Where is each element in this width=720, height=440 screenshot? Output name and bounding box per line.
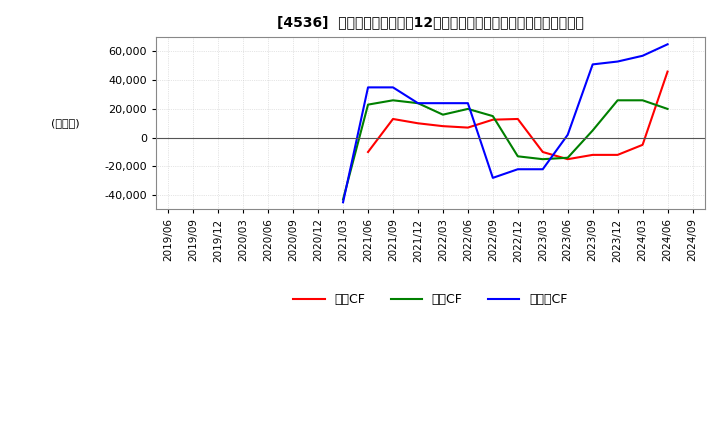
- 営業CF: [563, 157, 572, 162]
- フリーCF: [539, 167, 547, 172]
- 投資CF: [563, 155, 572, 161]
- フリーCF: [563, 132, 572, 137]
- 投資CF: [513, 154, 522, 159]
- フリーCF: [338, 200, 347, 205]
- 営業CF: [464, 125, 472, 130]
- フリーCF: [438, 100, 447, 106]
- 営業CF: [438, 124, 447, 129]
- 営業CF: [539, 149, 547, 154]
- フリーCF: [588, 62, 597, 67]
- フリーCF: [613, 59, 622, 64]
- 投資CF: [588, 128, 597, 133]
- フリーCF: [464, 100, 472, 106]
- 投資CF: [539, 157, 547, 162]
- 営業CF: [638, 142, 647, 147]
- Title: [4536]  キャッシュフローの12か月移動合計の対前年同期増減額の推移: [4536] キャッシュフローの12か月移動合計の対前年同期増減額の推移: [277, 15, 584, 29]
- フリーCF: [513, 167, 522, 172]
- フリーCF: [488, 175, 497, 180]
- 営業CF: [389, 116, 397, 121]
- 投資CF: [638, 98, 647, 103]
- 投資CF: [663, 106, 672, 112]
- 投資CF: [613, 98, 622, 103]
- 投資CF: [413, 100, 422, 106]
- Line: 投資CF: 投資CF: [343, 100, 667, 199]
- Y-axis label: (百万円): (百万円): [51, 118, 80, 128]
- 投資CF: [389, 98, 397, 103]
- 営業CF: [513, 116, 522, 121]
- Legend: 営業CF, 投資CF, フリーCF: 営業CF, 投資CF, フリーCF: [289, 288, 572, 311]
- 営業CF: [663, 69, 672, 74]
- 営業CF: [613, 152, 622, 158]
- 投資CF: [488, 114, 497, 119]
- フリーCF: [413, 100, 422, 106]
- 営業CF: [364, 149, 372, 154]
- フリーCF: [663, 42, 672, 47]
- Line: フリーCF: フリーCF: [343, 44, 667, 202]
- 投資CF: [464, 106, 472, 112]
- 投資CF: [364, 102, 372, 107]
- 営業CF: [413, 121, 422, 126]
- 営業CF: [488, 117, 497, 122]
- フリーCF: [389, 85, 397, 90]
- フリーCF: [638, 53, 647, 59]
- 投資CF: [438, 112, 447, 117]
- Line: 営業CF: 営業CF: [368, 72, 667, 159]
- 投資CF: [338, 197, 347, 202]
- 営業CF: [588, 152, 597, 158]
- フリーCF: [364, 85, 372, 90]
